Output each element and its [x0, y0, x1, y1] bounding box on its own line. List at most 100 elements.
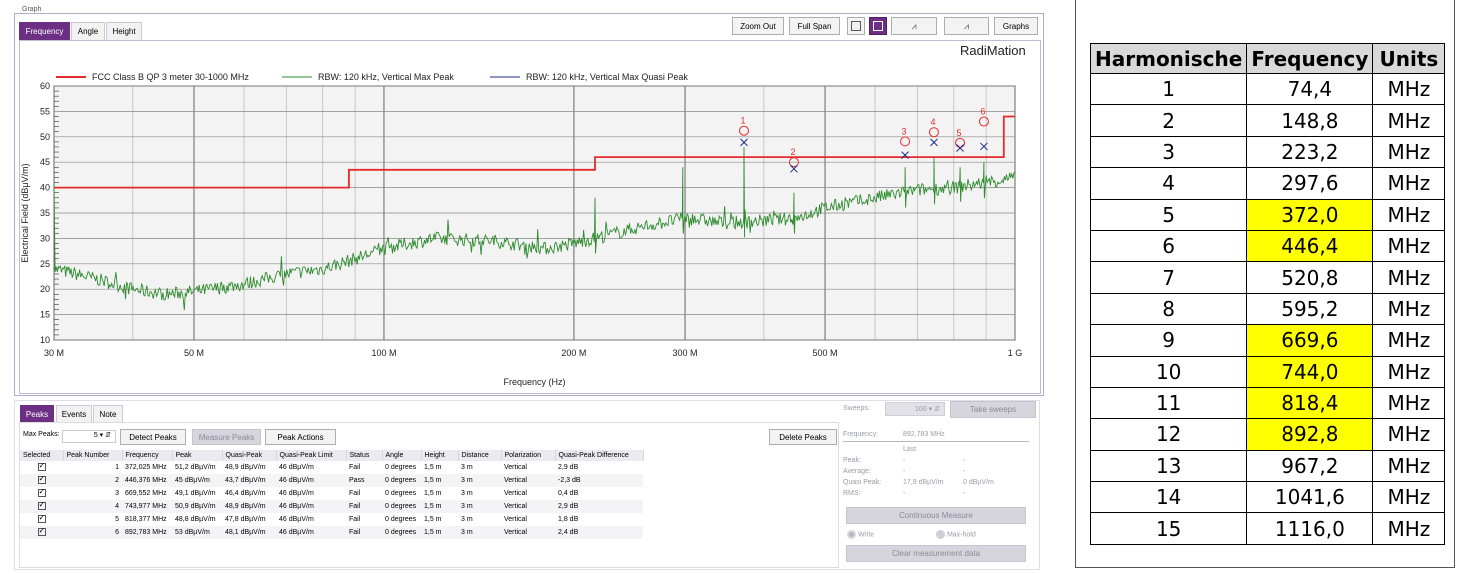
peak-tool-button[interactable]: ⩘ — [944, 17, 989, 35]
table-cell: 46 dBµV/m — [276, 474, 346, 487]
x-tick-label: 30 M — [44, 348, 64, 358]
harmonics-cell: 74,4 — [1246, 72, 1374, 106]
table-row[interactable]: 1 372,025 MHz 51,2 dBµV/m 48,9 dBµV/m 46 dBµ… — [20, 461, 643, 474]
col-selected: Selected — [20, 450, 64, 461]
maxhold-radio[interactable]: Max-hold — [936, 530, 976, 539]
table-cell: 3 m — [458, 526, 501, 539]
clear-measurement-button[interactable]: Clear measurement data — [846, 545, 1026, 562]
zoom-out-button[interactable]: Zoom Out — [732, 17, 784, 35]
table-cell: 48,8 dBµV/m — [175, 516, 216, 523]
table-cell: 2,4 dB — [555, 526, 643, 539]
grid-view-button[interactable] — [847, 17, 865, 35]
table-cell: Fail — [346, 500, 382, 513]
take-sweeps-button[interactable]: Take sweeps — [950, 401, 1036, 418]
selected-cell[interactable] — [20, 474, 63, 487]
checkbox[interactable] — [37, 474, 46, 484]
y-tick-label: 25 — [40, 259, 50, 269]
selected-cell[interactable] — [20, 461, 63, 474]
harmonics-cell: 372,0 — [1246, 198, 1374, 231]
selected-cell[interactable] — [20, 513, 63, 526]
y-tick-label: 55 — [40, 106, 50, 116]
peak-marker-label: 6 — [980, 107, 985, 117]
table-row[interactable]: 3 669,552 MHz 49,1 dBµV/m 46,4 dBµV/m 46 dBµ… — [20, 487, 643, 500]
harmonics-cell: 5 — [1089, 198, 1248, 231]
table-cell: 3 m — [458, 474, 501, 487]
tab-note[interactable]: Note — [93, 405, 123, 422]
radio-selected-icon — [847, 530, 856, 539]
harmonics-cell: 2 — [1089, 104, 1248, 137]
tab-height[interactable]: Height — [106, 22, 142, 40]
table-cell: 45 dBµV/m — [172, 474, 222, 487]
harmonics-cell: 1116,0 — [1246, 512, 1374, 545]
table-cell: 0,4 dB — [558, 490, 579, 497]
tab-angle[interactable]: Angle — [71, 22, 105, 40]
harmonics-cell: MHz — [1372, 167, 1446, 200]
table-cell: 1,5 m — [424, 516, 442, 523]
selected-cell[interactable] — [20, 487, 63, 500]
harmonics-cell: 1 — [1089, 72, 1248, 106]
chart: FCC Class B QP 3 meter 30-1000 MHz RBW: 1… — [20, 72, 1022, 387]
harmonics-cell: MHz — [1372, 104, 1446, 137]
quasi-peak-value-2: 0 dBµV/m — [963, 479, 994, 486]
table-cell: 43,7 dBµV/m — [222, 474, 276, 487]
checkbox[interactable] — [37, 461, 46, 471]
harmonics-row: 15 1116,0 MHz — [1089, 512, 1446, 545]
peak-marker-circle — [739, 125, 750, 136]
harmonics-row: 13 967,2 MHz — [1089, 449, 1446, 483]
max-peaks-stepper[interactable]: 5 ▾ ⇵ — [62, 430, 116, 443]
rms-label: RMS: — [843, 490, 861, 497]
harmonics-row: 9 669,6 MHz — [1089, 324, 1446, 357]
selected-cell[interactable] — [20, 500, 63, 513]
tab-peaks[interactable]: Peaks — [20, 405, 54, 422]
harmonics-cell: 10 — [1089, 355, 1248, 388]
peak-value: - — [903, 457, 906, 464]
write-radio[interactable]: Write — [847, 530, 874, 539]
y-tick-label: 35 — [40, 208, 50, 218]
harmonics-cell: MHz — [1372, 324, 1446, 357]
checkbox[interactable] — [37, 513, 46, 523]
table-cell: 1,5 m — [424, 464, 442, 471]
tab-content-border — [19, 40, 1041, 394]
checkbox[interactable] — [37, 526, 46, 536]
table-row[interactable]: 5 818,377 MHz 48,8 dBµV/m 47,8 dBµV/m 46 dBµ… — [20, 513, 643, 526]
write-label: Write — [857, 531, 875, 539]
peak-actions-button[interactable]: Peak Actions — [265, 429, 336, 445]
full-span-button[interactable]: Full Span — [789, 17, 840, 35]
table-cell: Vertical — [501, 474, 555, 487]
col-qp-limit: Quasi-Peak Limit — [276, 450, 347, 461]
table-cell: 0 degrees — [385, 464, 417, 471]
harmonics-row: 1 74,4 MHz — [1089, 72, 1446, 106]
graphs-button[interactable]: Graphs — [994, 17, 1038, 35]
table-cell: 1,5 m — [421, 526, 458, 539]
checkbox[interactable] — [37, 487, 46, 497]
harmonics-cell: 7 — [1089, 261, 1248, 294]
continuous-measure-button[interactable]: Continuous Measure — [846, 507, 1026, 524]
rms-value-2: - — [963, 490, 966, 497]
harmonics-row: 2 148,8 MHz — [1089, 104, 1446, 137]
marker-tool-button[interactable]: ⩘ — [891, 17, 937, 35]
harmonics-cell: MHz — [1372, 72, 1446, 106]
y-tick-label: 20 — [40, 284, 50, 294]
delete-peaks-button[interactable]: Delete Peaks — [769, 429, 837, 445]
table-cell: Vertical — [504, 490, 527, 497]
harmonics-table: Harmonische Frequency Units 1 74,4 MHz 2 148… — [1089, 43, 1446, 545]
table-cell: 51,2 dBµV/m — [175, 464, 216, 471]
table-cell: 1,8 dB — [558, 516, 579, 523]
tab-frequency[interactable]: Frequency — [19, 22, 70, 40]
harmonics-col-frequency: Frequency — [1246, 43, 1374, 74]
detect-peaks-button[interactable]: Detect Peaks — [120, 429, 186, 445]
selected-cell[interactable] — [20, 526, 63, 539]
harmonics-row: 10 744,0 MHz — [1089, 355, 1446, 388]
single-view-button[interactable] — [869, 17, 887, 35]
tab-events[interactable]: Events — [56, 405, 92, 422]
harmonics-cell: 4 — [1089, 167, 1248, 200]
harmonics-cell: 967,2 — [1246, 449, 1374, 483]
measure-peaks-button[interactable]: Measure Peaks — [192, 429, 261, 445]
sweeps-input[interactable]: 100 ▾ ⇵ — [885, 402, 945, 416]
table-cell: 372,025 MHz — [125, 464, 167, 471]
harmonics-cell: 520,8 — [1246, 261, 1374, 294]
checkbox[interactable] — [37, 500, 46, 510]
